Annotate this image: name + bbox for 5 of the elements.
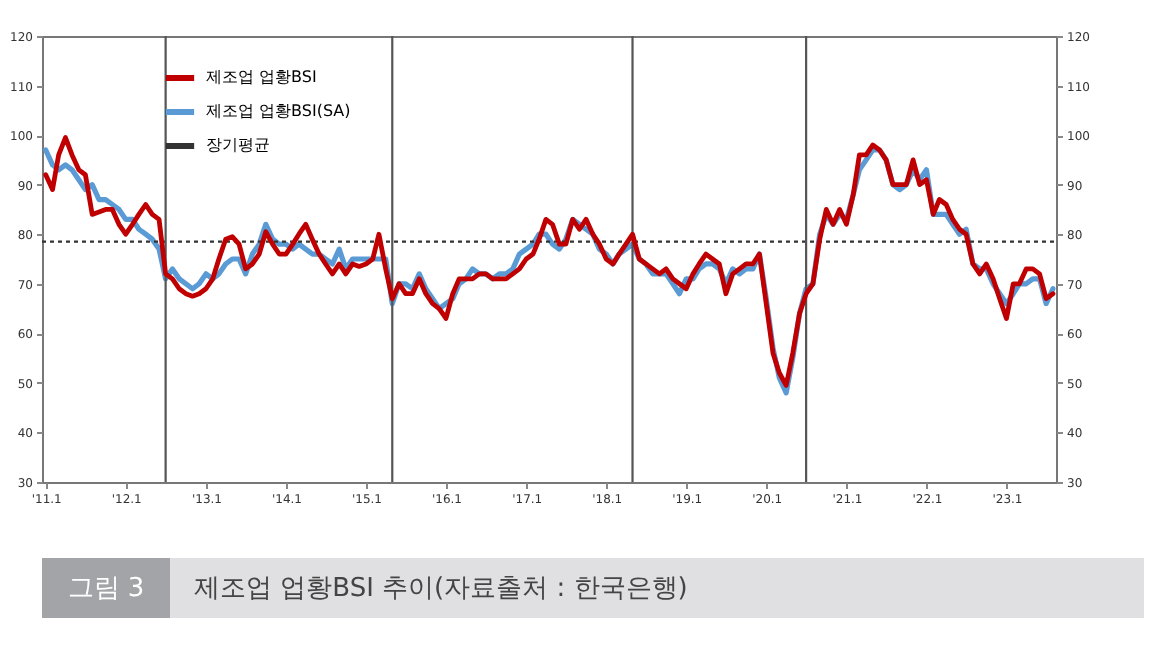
caption: 그림 3 bbox=[67, 574, 145, 604]
legend-label: 장기평균 bbox=[206, 136, 270, 154]
legend-label: 제조업 업황BSI bbox=[206, 68, 317, 86]
text: 제조업 업황BSI 추이(자료출처 : 한국은행) bbox=[194, 574, 688, 604]
legend-label: 제조업 업황BSI(SA) bbox=[206, 102, 351, 120]
